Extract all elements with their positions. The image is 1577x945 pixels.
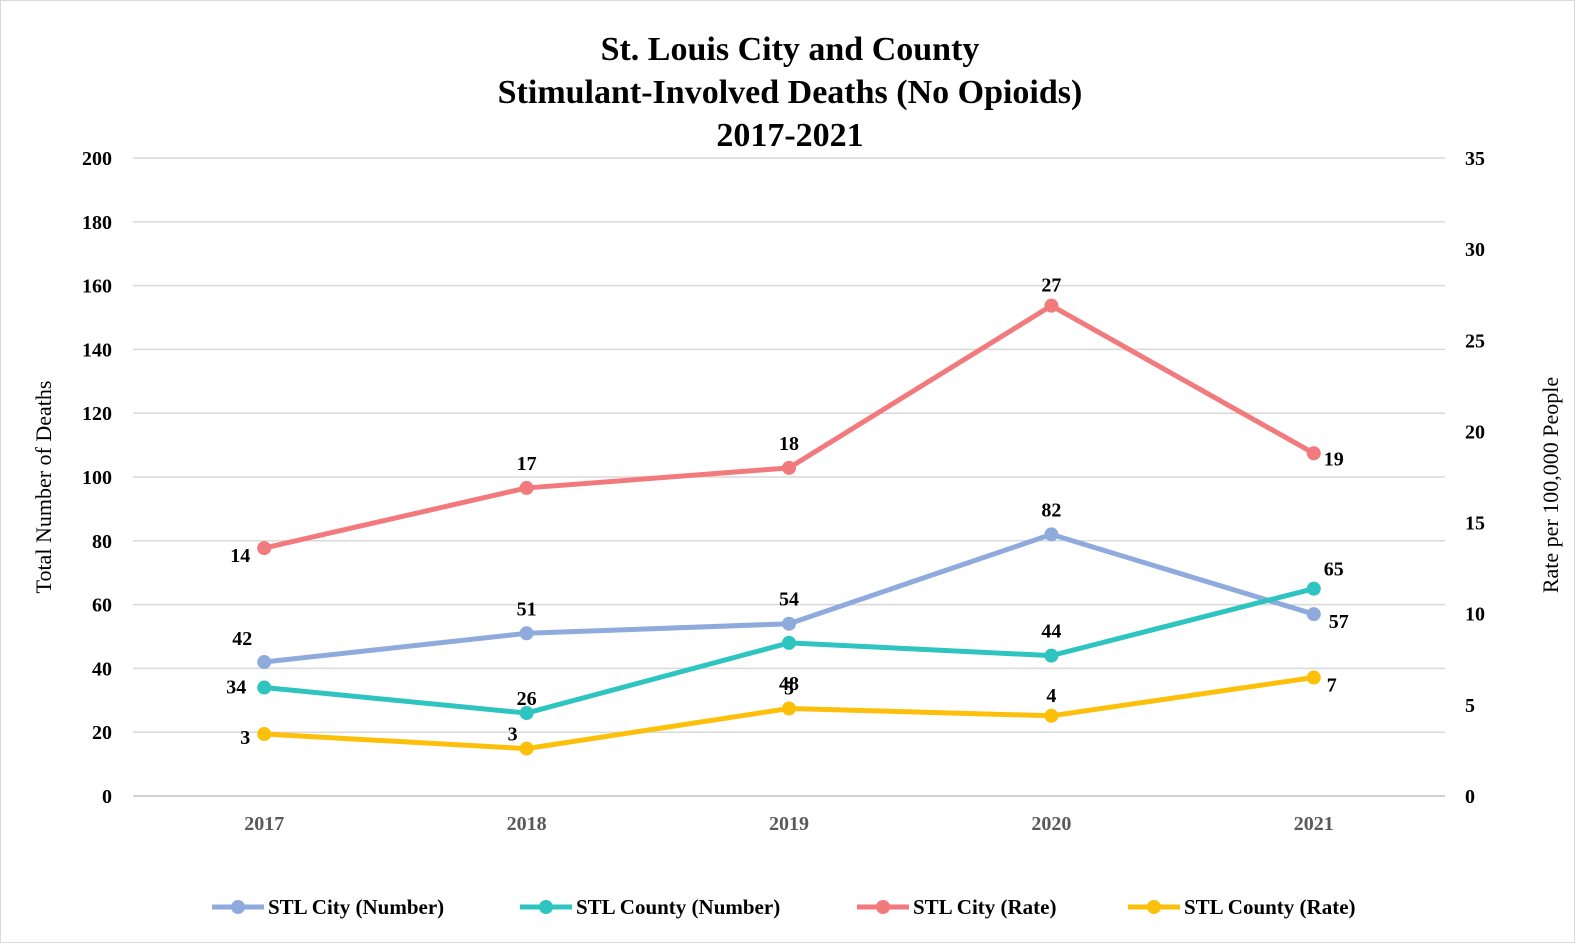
y-tick-label: 160 [82,276,112,298]
y-tick-label: 60 [92,595,112,617]
series-1 [257,581,1321,721]
x-tick-label: 2021 [1294,813,1334,835]
y-axis-left-title: Total Number of Deaths [31,381,56,594]
legend-label: STL County (Rate) [1184,895,1356,919]
data-label: 3 [508,724,518,746]
y2-tick-label: 15 [1465,513,1485,535]
data-label: 3 [240,727,250,749]
data-label: 34 [226,677,246,699]
data-point [519,706,534,721]
y-tick-label: 80 [92,531,112,553]
y-axis-right-ticks: 0 5 10 15 20 25 30 35 [1465,148,1485,808]
data-label: 65 [1324,559,1344,581]
data-label: 26 [517,688,537,710]
data-label: 19 [1324,448,1344,470]
data-point [782,635,796,650]
legend-marker [539,900,553,914]
data-point [1306,446,1321,461]
data-point [257,727,272,742]
series-line [261,303,1317,551]
data-point [782,701,796,716]
data-point [257,655,272,670]
y2-tick-label: 10 [1465,604,1485,626]
data-label: 7 [1327,675,1337,697]
legend-marker [1147,900,1161,914]
data-label: 14 [230,545,250,567]
chart-title-line-1: St. Louis City and County [601,31,980,68]
series-3 [257,670,1321,756]
data-label: 27 [1041,275,1061,297]
y2-tick-label: 35 [1465,148,1485,170]
series-2 [257,298,1321,556]
data-point [782,616,796,631]
y-tick-label: 20 [92,722,112,744]
series-0 [257,527,1321,670]
gridlines [133,157,1445,797]
y-tick-label: 40 [92,658,112,680]
data-point [519,626,534,641]
data-label: 5 [784,678,794,700]
x-tick-label: 2019 [769,813,809,835]
x-axis-ticks: 2017 2018 2019 2020 2021 [244,813,1334,835]
legend-item: STL City (Rate) [857,895,1057,919]
data-point [1044,648,1059,663]
data-label: 17 [517,453,537,475]
legend-label: STL City (Rate) [913,895,1057,919]
legend-item: STL County (Number) [520,895,780,919]
y2-tick-label: 0 [1465,786,1475,808]
data-point [1044,527,1059,542]
data-label: 18 [779,433,799,455]
data-label: 44 [1041,621,1061,643]
x-tick-label: 2020 [1031,813,1071,835]
data-label: 57 [1329,611,1349,633]
y-tick-label: 200 [82,148,112,170]
y2-tick-label: 5 [1465,695,1475,717]
legend-label: STL County (Number) [576,895,780,919]
data-point [1306,670,1321,685]
legend-label: STL City (Number) [268,895,444,919]
y2-tick-label: 25 [1465,330,1485,352]
data-label: 82 [1041,499,1061,521]
chart-title-line-2: Stimulant-Involved Deaths (No Opioids) [498,74,1083,111]
y-tick-label: 180 [82,212,112,234]
data-point [1306,607,1321,622]
legend-marker [876,900,890,914]
x-tick-label: 2018 [507,813,547,835]
legend-item: STL City (Number) [212,895,444,919]
data-point [1044,298,1059,313]
y2-tick-label: 30 [1465,239,1485,261]
data-point [519,741,534,756]
chart-title: St. Louis City and County Stimulant-Invo… [498,31,1083,154]
y-tick-label: 100 [82,467,112,489]
series-lines [257,298,1321,756]
data-label: 42 [232,628,252,650]
data-point [1306,581,1321,596]
data-point [782,460,796,475]
legend-item: STL County (Rate) [1128,895,1356,919]
y-axis-left-ticks: 0 20 40 60 80 100 120 140 160 180 200 [82,148,112,808]
legend: STL City (Number) STL County (Number) STL … [212,895,1356,919]
data-label: 54 [779,589,799,611]
y-axis-right-title: Rate per 100,000 People [1538,377,1563,593]
y-tick-label: 140 [82,339,112,361]
data-point [519,480,534,495]
y-tick-label: 0 [102,786,112,808]
legend-marker [231,900,245,914]
data-label: 48 [779,673,799,695]
chart-title-line-3: 2017-2021 [716,117,863,154]
data-point [257,680,272,695]
y-tick-label: 120 [82,403,112,425]
data-point [257,541,272,556]
data-label: 4 [1046,685,1056,707]
x-tick-label: 2017 [244,813,284,835]
data-label: 51 [517,598,537,620]
y2-tick-label: 20 [1465,421,1485,443]
data-point [1044,708,1059,723]
